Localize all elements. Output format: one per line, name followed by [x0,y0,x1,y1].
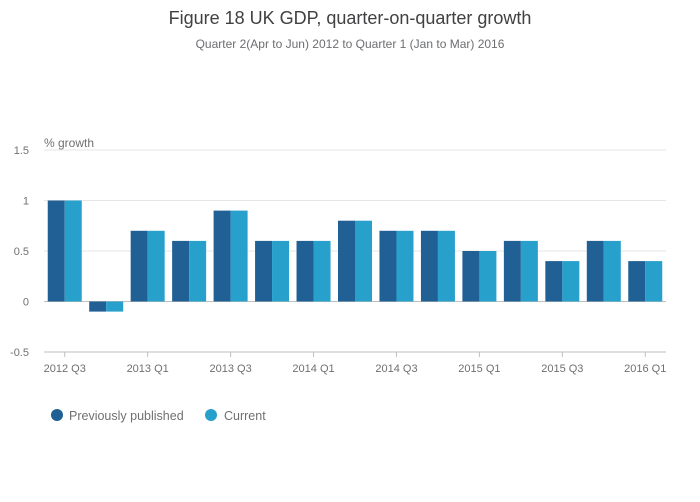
bar-previous-2015-q4[interactable] [586,240,604,302]
legend-item-current[interactable]: Current [205,409,266,423]
bar-current-2015-q3[interactable] [562,261,580,302]
bar-previous-2014-q4[interactable] [420,230,438,302]
x-tick-label: 2012 Q3 [44,363,86,375]
x-tick-label: 2014 Q1 [292,363,334,375]
bar-current-2015-q1[interactable] [479,251,497,302]
chart-title: Figure 18 UK GDP, quarter-on-quarter gro… [169,8,532,28]
bar-current-2016-q1[interactable] [645,261,663,302]
bars [47,200,663,312]
legend-item-previous[interactable]: Previously published [51,409,184,423]
bar-current-2015-q2[interactable] [520,240,538,302]
y-tick-label: 0 [23,297,29,309]
bar-previous-2014-q1[interactable] [296,240,314,302]
y-tick-label: 1.5 [14,145,29,157]
y-tick-label: 1 [23,196,29,208]
bar-current-2015-q4[interactable] [603,240,621,302]
bar-current-2014-q2[interactable] [355,220,373,302]
x-tick-label: 2014 Q3 [375,363,417,375]
legend-swatch-previous [51,409,63,421]
legend-label-previous: Previously published [69,409,184,423]
bar-current-2013-q1[interactable] [147,230,165,302]
y-tick-label: -0.5 [10,347,29,359]
bar-current-2014-q1[interactable] [313,240,331,302]
bar-current-2013-q2[interactable] [189,240,207,302]
bar-current-2012-q4[interactable] [106,301,124,312]
x-tick-label: 2013 Q1 [127,363,169,375]
y-tick-label: 0.5 [14,246,29,258]
bar-previous-2013-q3[interactable] [213,210,231,302]
bar-current-2014-q4[interactable] [437,230,455,302]
x-tick-label: 2015 Q1 [458,363,500,375]
bar-current-2013-q4[interactable] [272,240,290,302]
bar-previous-2012-q3[interactable] [47,200,65,302]
x-tick-label: 2013 Q3 [209,363,251,375]
axes: 1.5 1 0.5 0 -0.5 2012 Q3 2013 Q1 2013 Q3 2014 Q1… [10,145,666,375]
bar-previous-2014-q2[interactable] [337,220,355,302]
bar-previous-2012-q4[interactable] [89,301,107,312]
bar-current-2013-q3[interactable] [230,210,248,302]
x-tick-label: 2016 Q1 [624,363,666,375]
legend: Previously published Current [51,409,266,423]
y-axis-label: % growth [44,136,94,150]
bar-previous-2015-q3[interactable] [545,261,563,302]
bar-previous-2013-q1[interactable] [130,230,148,302]
bar-previous-2015-q2[interactable] [503,240,521,302]
x-tick-label: 2015 Q3 [541,363,583,375]
bar-previous-2015-q1[interactable] [462,251,480,302]
legend-swatch-current [205,409,217,421]
bar-previous-2013-q2[interactable] [172,240,190,302]
bar-current-2012-q3[interactable] [64,200,82,302]
legend-label-current: Current [224,409,266,423]
bar-previous-2016-q1[interactable] [628,261,646,302]
chart-subtitle: Quarter 2(Apr to Jun) 2012 to Quarter 1 … [196,37,505,51]
bar-current-2014-q3[interactable] [396,230,414,302]
bar-previous-2013-q4[interactable] [255,240,273,302]
bar-previous-2014-q3[interactable] [379,230,397,302]
